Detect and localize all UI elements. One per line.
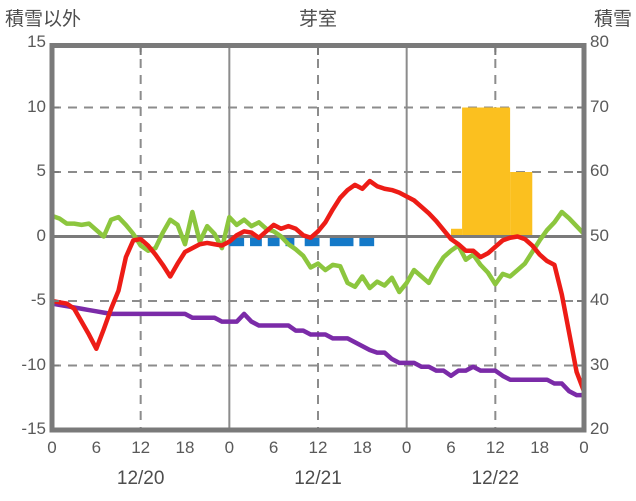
x-axis-tick-label: 18 — [352, 438, 372, 457]
snow-depth-bars — [451, 107, 533, 237]
y2-axis-tick-label: 70 — [590, 96, 609, 116]
chart-title: 芽室 — [298, 9, 337, 30]
x-axis-tick-label: 0 — [401, 438, 412, 457]
y-axis-tick-label: -5 — [30, 290, 46, 309]
y-axis-tick-label: 0 — [36, 225, 46, 245]
data-lines — [52, 178, 584, 398]
y2-axis-tick-label: 50 — [590, 225, 609, 245]
x-axis-day-label: 12/20 — [116, 468, 165, 489]
x-axis-tick-label: 6 — [91, 438, 102, 457]
x-tick-marks — [139, 43, 497, 55]
y-axis-tick-label: 15 — [27, 32, 46, 51]
y2-axis-tick-label: 30 — [590, 354, 609, 374]
x-axis-day-label: 12/22 — [471, 468, 520, 489]
precipitation-bars — [229, 236, 375, 247]
x-axis-tick-label: 0 — [579, 438, 589, 457]
x-axis-day-label: 12/21 — [294, 468, 342, 489]
y2-axis-tick-label: 20 — [590, 419, 609, 438]
left-axis-title: 積雪以外 — [5, 9, 82, 30]
x-axis-tick-label: 0 — [224, 438, 235, 457]
x-axis-tick-label: 6 — [446, 438, 456, 457]
y2-axis-tick-label: 80 — [590, 32, 609, 51]
right-axis-title: 積雪 — [593, 9, 632, 30]
x-axis-tick-label: 6 — [268, 438, 279, 457]
y-axis-tick-label: -15 — [21, 419, 46, 438]
x-axis-tick-label: 18 — [175, 438, 195, 457]
x-axis-tick-label: 12 — [485, 438, 505, 457]
x-axis-tick-label: 18 — [530, 438, 550, 457]
y-axis-tick-label: -10 — [21, 354, 46, 374]
y-axis-tick-label: 10 — [27, 96, 46, 116]
x-axis-tick-label: 12 — [308, 438, 328, 457]
x-axis-tick-label: 12 — [131, 438, 151, 457]
x-axis-tick-label: 0 — [47, 438, 57, 457]
y2-axis-tick-label: 40 — [590, 290, 609, 309]
y-axis-tick-label: 5 — [36, 161, 46, 180]
y2-axis-tick-label: 60 — [590, 161, 609, 180]
